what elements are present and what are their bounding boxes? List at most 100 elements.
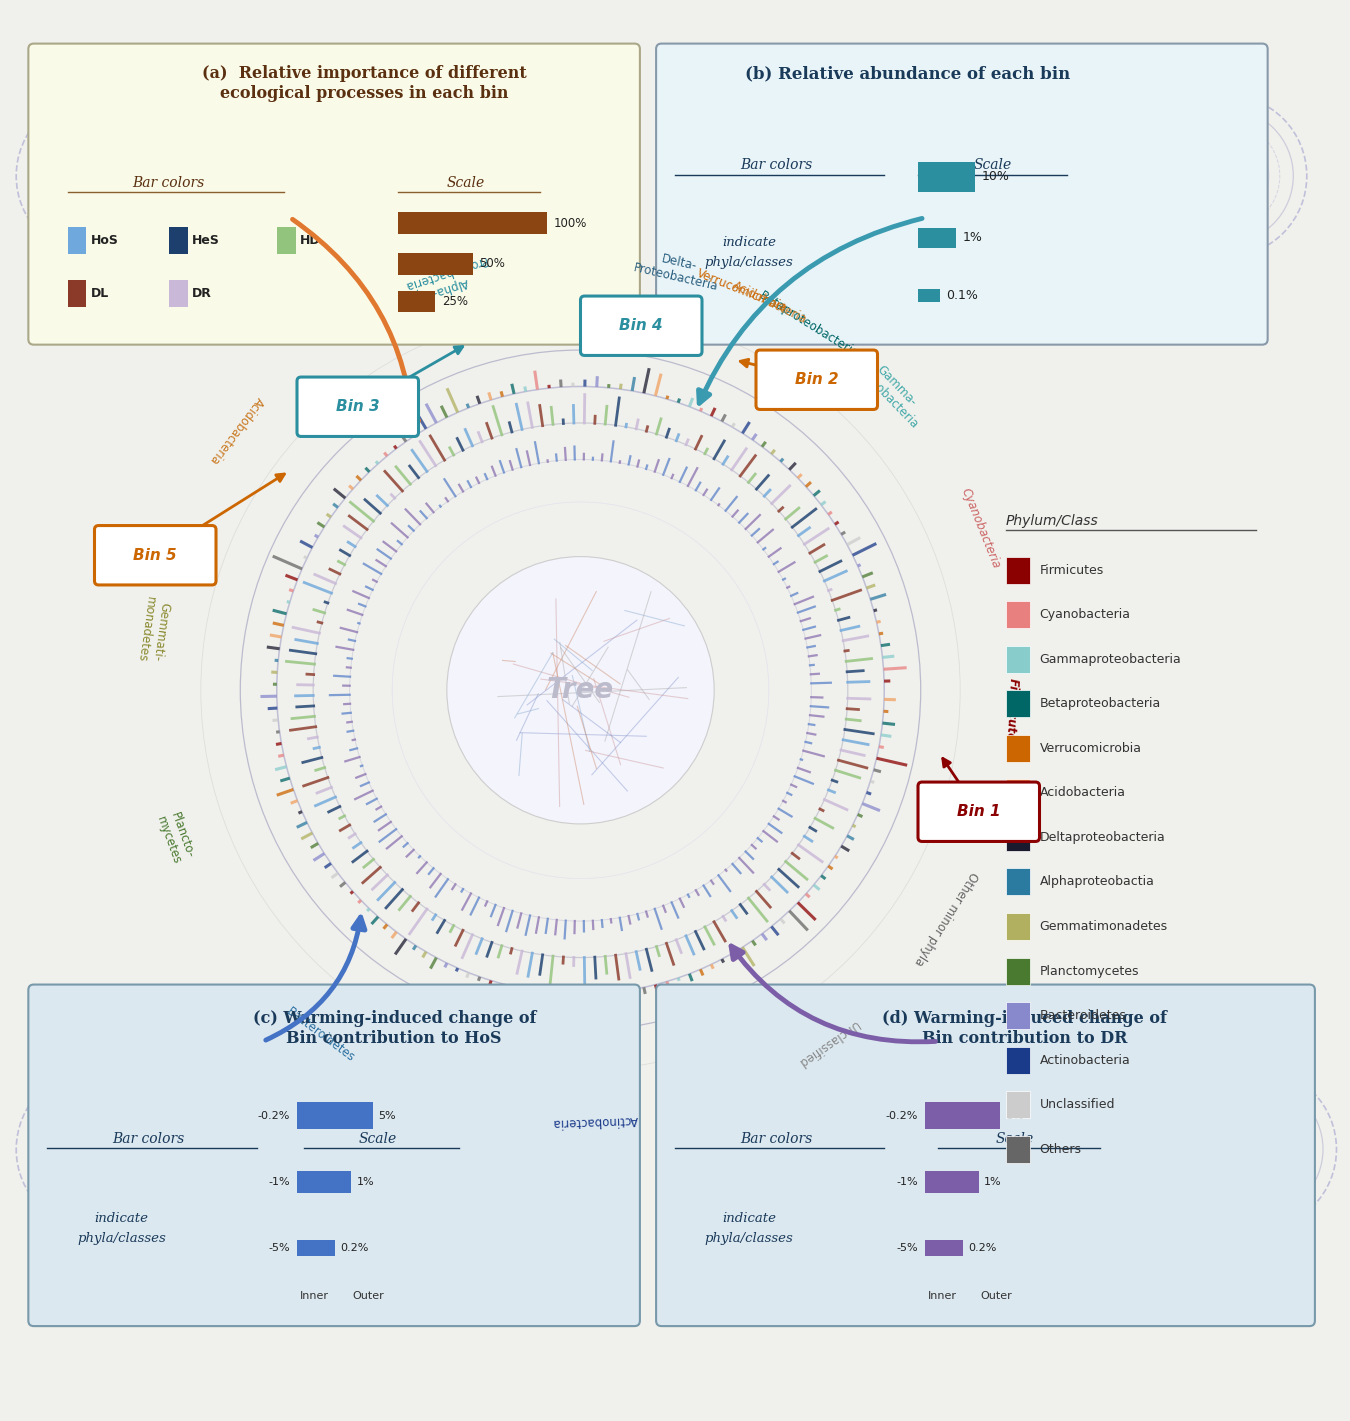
- Text: 1%: 1%: [963, 232, 983, 244]
- Bar: [1006, 1091, 1030, 1118]
- Text: 0.1%: 0.1%: [946, 290, 979, 303]
- Text: Outer: Outer: [980, 1292, 1012, 1302]
- Bar: [169, 280, 188, 307]
- Text: Bin 2: Bin 2: [795, 372, 838, 388]
- Text: Bar colors: Bar colors: [740, 1131, 813, 1145]
- Text: indicate
phyla/classes: indicate phyla/classes: [77, 1212, 166, 1245]
- FancyBboxPatch shape: [918, 782, 1040, 841]
- Text: Acidobacteria: Acidobacteria: [730, 279, 809, 327]
- Bar: [1006, 1047, 1030, 1074]
- Bar: [1006, 735, 1030, 762]
- Text: Phylum/Class: Phylum/Class: [1006, 514, 1099, 529]
- Bar: [918, 162, 975, 192]
- FancyBboxPatch shape: [28, 44, 640, 345]
- Text: HoS: HoS: [90, 234, 119, 247]
- Text: Unclassified: Unclassified: [1040, 1098, 1115, 1111]
- FancyBboxPatch shape: [580, 296, 702, 355]
- Text: DR: DR: [192, 287, 212, 300]
- Text: DL: DL: [90, 287, 109, 300]
- Bar: [1006, 645, 1030, 672]
- Text: Betaproteobacteria: Betaproteobacteria: [757, 288, 861, 361]
- Text: indicate
phyla/classes: indicate phyla/classes: [705, 1212, 794, 1245]
- Text: Scale: Scale: [996, 1131, 1034, 1145]
- Circle shape: [447, 557, 714, 824]
- Text: Gamma-
proteobacteria: Gamma- proteobacteria: [850, 350, 931, 432]
- Text: HeS: HeS: [192, 234, 220, 247]
- FancyBboxPatch shape: [297, 377, 418, 436]
- Text: (a)  Relative importance of different
ecological processes in each bin: (a) Relative importance of different eco…: [201, 65, 526, 102]
- Text: Others: Others: [1040, 1142, 1081, 1155]
- Text: Inner: Inner: [927, 1292, 957, 1302]
- Text: Bin 5: Bin 5: [134, 547, 177, 563]
- Bar: [1006, 958, 1030, 985]
- Text: Bin 4: Bin 4: [620, 318, 663, 334]
- Text: -1%: -1%: [896, 1177, 918, 1187]
- Text: Alpha-
Proteobacteria: Alpha- Proteobacteria: [402, 253, 493, 307]
- Text: Inner: Inner: [300, 1292, 329, 1302]
- Text: (b) Relative abundance of each bin: (b) Relative abundance of each bin: [745, 65, 1071, 82]
- Bar: [1006, 557, 1030, 584]
- Text: Acidobacteria: Acidobacteria: [207, 395, 266, 468]
- Bar: [1006, 691, 1030, 718]
- Bar: [1006, 914, 1030, 941]
- Text: 1%: 1%: [356, 1177, 374, 1187]
- Bar: [297, 1241, 316, 1256]
- Bar: [918, 227, 956, 247]
- Text: Cyanobacteria: Cyanobacteria: [958, 486, 1003, 571]
- Text: Tree: Tree: [547, 676, 614, 705]
- Bar: [925, 1241, 944, 1256]
- Text: Gammaproteobacteria: Gammaproteobacteria: [1040, 652, 1181, 665]
- Text: -5%: -5%: [896, 1243, 918, 1253]
- Bar: [952, 1171, 979, 1192]
- Bar: [1006, 824, 1030, 851]
- Bar: [398, 212, 547, 234]
- Bar: [68, 227, 86, 254]
- Bar: [1006, 1002, 1030, 1029]
- Text: Scale: Scale: [359, 1131, 397, 1145]
- Text: -5%: -5%: [269, 1243, 290, 1253]
- Bar: [944, 1241, 963, 1256]
- Text: Bin 1: Bin 1: [957, 804, 1000, 820]
- Text: Scale: Scale: [447, 176, 485, 189]
- Text: 25%: 25%: [443, 296, 468, 308]
- Bar: [1006, 1135, 1030, 1162]
- Text: Other minor phyla: Other minor phyla: [913, 870, 980, 968]
- Bar: [398, 253, 472, 274]
- Text: Bacteroidetes: Bacteroidetes: [1040, 1009, 1126, 1022]
- Text: (d) Warming-induced change of
Bin contribution to DR: (d) Warming-induced change of Bin contri…: [882, 1010, 1166, 1047]
- Bar: [1006, 779, 1030, 806]
- Text: Verrucomicrobia: Verrucomicrobia: [1040, 742, 1142, 755]
- Text: 5%: 5%: [378, 1111, 396, 1121]
- Bar: [1006, 868, 1030, 895]
- FancyBboxPatch shape: [656, 44, 1268, 345]
- Text: Alphaproteobactia: Alphaproteobactia: [1040, 875, 1154, 888]
- Text: Bacteroidetes: Bacteroidetes: [285, 1005, 358, 1064]
- Text: Gemmati-
monadetes: Gemmati- monadetes: [135, 595, 171, 665]
- Text: Bar colors: Bar colors: [112, 1131, 185, 1145]
- Text: 5%: 5%: [1006, 1111, 1023, 1121]
- FancyBboxPatch shape: [656, 985, 1315, 1326]
- Bar: [963, 1103, 1000, 1130]
- Text: Gemmatimonadetes: Gemmatimonadetes: [1040, 919, 1168, 934]
- Bar: [297, 1103, 335, 1130]
- Text: 0.2%: 0.2%: [968, 1243, 996, 1253]
- Bar: [316, 1241, 335, 1256]
- Bar: [324, 1171, 351, 1192]
- Text: Outer: Outer: [352, 1292, 385, 1302]
- Text: HD: HD: [300, 234, 320, 247]
- Text: 10%: 10%: [981, 171, 1010, 183]
- Text: 0.2%: 0.2%: [340, 1243, 369, 1253]
- Bar: [277, 227, 296, 254]
- Bar: [398, 291, 436, 313]
- Text: 50%: 50%: [479, 257, 505, 270]
- Text: Unclassified: Unclassified: [795, 1017, 861, 1069]
- Bar: [297, 1171, 324, 1192]
- Bar: [918, 288, 940, 303]
- Text: Bar colors: Bar colors: [740, 158, 813, 172]
- Text: Delta-
Proteobacteria: Delta- Proteobacteria: [632, 247, 722, 293]
- Bar: [169, 227, 188, 254]
- Text: Firmicutes: Firmicutes: [1003, 678, 1019, 747]
- Text: Bar colors: Bar colors: [132, 176, 205, 189]
- FancyBboxPatch shape: [28, 985, 640, 1326]
- Text: -0.2%: -0.2%: [258, 1111, 290, 1121]
